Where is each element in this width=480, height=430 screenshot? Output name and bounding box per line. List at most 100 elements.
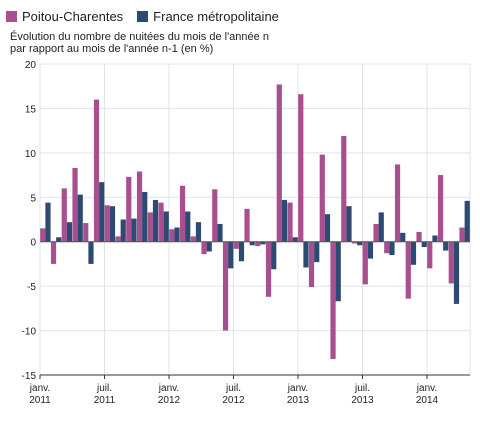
bar-poitou-charentes — [93, 99, 100, 242]
bar-france-metropolitaine — [238, 241, 245, 262]
bar-poitou-charentes — [416, 231, 422, 242]
y-tick-label: 0 — [30, 238, 36, 249]
x-tick-label: janv. — [29, 383, 50, 394]
bar-poitou-charentes — [265, 241, 272, 297]
bar-poitou-charentes — [169, 229, 175, 242]
bar-france-metropolitaine — [174, 227, 180, 242]
bar-france-metropolitaine — [346, 206, 352, 242]
bar-france-metropolitaine — [142, 191, 148, 242]
bar-france-metropolitaine — [56, 237, 62, 242]
x-tick-label-year: 2012 — [222, 395, 245, 406]
bar-poitou-charentes — [136, 171, 143, 242]
bar-france-metropolitaine — [335, 241, 341, 302]
x-tick-label-year: 2014 — [416, 395, 439, 406]
chart-subtitle: Évolution du nombre de nuitées du mois d… — [10, 31, 310, 55]
bar-poitou-charentes — [319, 154, 325, 242]
bar-france-metropolitaine — [281, 199, 288, 242]
x-tick-label-year: 2013 — [287, 395, 310, 406]
y-tick-label: 15 — [25, 104, 37, 115]
bar-france-metropolitaine — [314, 241, 320, 263]
x-tick-label: janv. — [287, 383, 308, 394]
bar-poitou-charentes — [459, 227, 465, 242]
x-tick-label-year: 2011 — [94, 395, 116, 406]
bar-france-metropolitaine — [120, 219, 126, 242]
y-tick-label: 10 — [25, 149, 37, 160]
y-tick-label: 20 — [25, 60, 37, 71]
bar-france-metropolitaine — [260, 241, 266, 245]
bar-poitou-charentes — [448, 241, 454, 284]
bar-poitou-charentes — [276, 84, 282, 242]
bar-france-metropolitaine — [217, 223, 223, 242]
y-tick-label: -10 — [22, 327, 37, 338]
x-tick-label-year: 2011 — [29, 395, 51, 406]
y-tick-label: -15 — [22, 371, 37, 382]
chart-subtitle-line-2: par rapport au mois de l'année n-1 (en %… — [10, 43, 214, 55]
bar-poitou-charentes — [394, 164, 401, 242]
bar-france-metropolitaine — [185, 211, 191, 242]
bar-poitou-charentes — [147, 212, 153, 242]
x-tick-label-year: 2012 — [158, 395, 181, 406]
bar-poitou-charentes — [405, 241, 411, 299]
bar-poitou-charentes — [50, 241, 57, 264]
bar-france-metropolitaine — [249, 241, 255, 246]
bar-poitou-charentes — [427, 241, 433, 269]
legend-item-poitou-charentes[interactable]: Poitou-Charentes — [6, 9, 123, 24]
bar-france-metropolitaine — [99, 182, 105, 242]
bar-france-metropolitaine — [152, 199, 159, 242]
bar-france-metropolitaine — [453, 241, 460, 304]
bar-france-metropolitaine — [292, 237, 298, 242]
legend-label-france-metropolitaine: France métropolitaine — [153, 9, 279, 24]
bar-poitou-charentes — [222, 241, 229, 331]
chart-subtitle-line-1: Évolution du nombre de nuitées du mois d… — [10, 31, 269, 43]
bar-poitou-charentes — [244, 208, 250, 242]
bar-poitou-charentes — [255, 241, 261, 247]
bar-france-metropolitaine — [131, 218, 137, 242]
bar-france-metropolitaine — [228, 241, 234, 269]
bar-poitou-charentes — [298, 94, 304, 242]
bar-poitou-charentes — [233, 241, 239, 249]
x-tick-label: juil. — [96, 383, 112, 394]
bar-poitou-charentes — [104, 205, 110, 242]
y-tick-label: -5 — [27, 282, 36, 293]
bar-france-metropolitaine — [389, 241, 395, 256]
bar-poitou-charentes — [126, 176, 132, 242]
y-tick-label: 5 — [30, 193, 36, 204]
x-tick-label: juil. — [225, 383, 241, 394]
bar-poitou-charentes — [83, 223, 89, 242]
bar-france-metropolitaine — [324, 214, 331, 242]
bar-poitou-charentes — [201, 241, 207, 255]
bar-poitou-charentes — [190, 236, 196, 242]
bar-poitou-charentes — [40, 228, 46, 242]
bar-france-metropolitaine — [77, 194, 83, 242]
legend-swatch-france-metropolitaine — [137, 11, 149, 22]
bar-france-metropolitaine — [206, 241, 212, 252]
bar-france-metropolitaine — [88, 241, 94, 264]
x-tick-label: juil. — [354, 383, 370, 394]
bar-france-metropolitaine — [195, 222, 202, 242]
bar-poitou-charentes — [287, 202, 293, 242]
bar-poitou-charentes — [373, 223, 379, 242]
bar-france-metropolitaine — [163, 211, 169, 242]
bar-poitou-charentes — [437, 175, 444, 242]
bar-france-metropolitaine — [432, 235, 438, 242]
bar-poitou-charentes — [351, 241, 358, 244]
bar-poitou-charentes — [158, 202, 164, 242]
x-tick-label-year: 2013 — [351, 395, 374, 406]
bar-france-metropolitaine — [421, 241, 427, 248]
bar-poitou-charentes — [362, 241, 368, 285]
bar-france-metropolitaine — [464, 200, 470, 242]
bar-poitou-charentes — [61, 188, 67, 242]
legend-item-france-metropolitaine[interactable]: France métropolitaine — [137, 9, 279, 24]
legend: Poitou-Charentes France métropolitaine — [6, 9, 279, 24]
bar-poitou-charentes — [384, 241, 390, 254]
bar-poitou-charentes — [115, 236, 121, 242]
bar-poitou-charentes — [341, 135, 347, 242]
bar-france-metropolitaine — [357, 241, 363, 246]
bar-france-metropolitaine — [45, 202, 51, 242]
bar-poitou-charentes — [179, 185, 186, 242]
bar-france-metropolitaine — [410, 241, 417, 265]
bar-france-metropolitaine — [378, 212, 384, 242]
bar-poitou-charentes — [330, 241, 336, 359]
bar-poitou-charentes — [212, 189, 218, 242]
bar-france-metropolitaine — [109, 206, 116, 242]
